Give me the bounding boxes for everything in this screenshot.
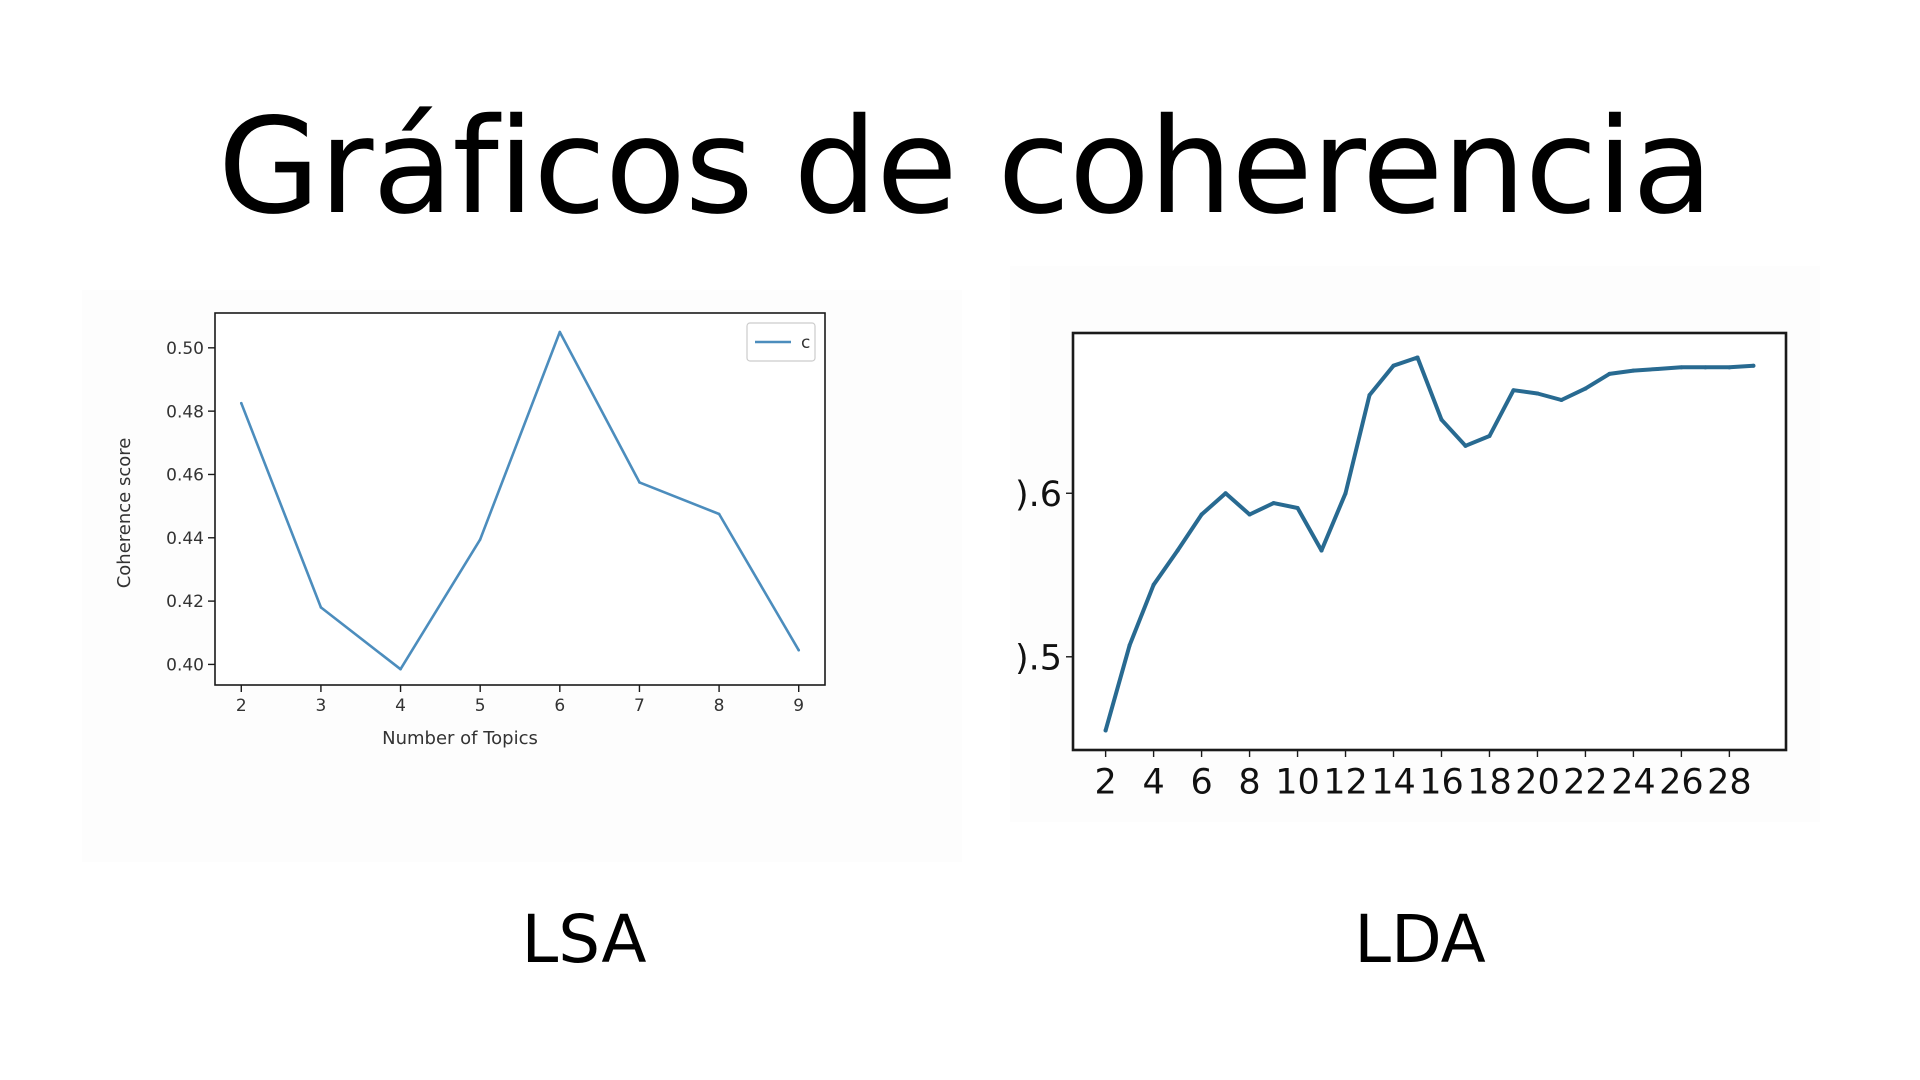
lsa-data-point (399, 667, 402, 671)
lsa-x-tick-label: 4 (395, 696, 406, 716)
lda-data-point (1151, 582, 1156, 587)
lda-x-tick-label: 16 (1419, 762, 1464, 802)
lsa-chart-panel: 0.40 0.42 0.44 0.46 0.48 0.50 2 3 4 5 6 7 8 9 Number o… (82, 290, 962, 862)
lda-data-point (1607, 371, 1612, 376)
slide-title: Gráficos de coherencia (217, 90, 1713, 244)
lda-data-point (1535, 391, 1540, 396)
lda-data-point (1415, 355, 1420, 360)
lsa-x-tick-label: 6 (554, 696, 565, 716)
lsa-x-tick-label: 3 (315, 696, 326, 716)
lda-x-tick-label: 8 (1238, 762, 1260, 802)
lsa-chart: 0.40 0.42 0.44 0.46 0.48 0.50 2 3 4 5 6 7 8 9 Number o… (114, 312, 826, 749)
lda-chart-panel: ).5).6 2 4 6 8 10 12 14 16 18 20 22 24 26 28 (1010, 266, 1820, 822)
lda-data-point (1223, 491, 1228, 496)
lda-data-point (1703, 365, 1708, 370)
lsa-data-point (638, 481, 641, 484)
lda-series-line (1103, 355, 1756, 733)
lda-data-point (1367, 393, 1372, 398)
lda-data-point (1463, 443, 1468, 448)
lda-x-tick-label: 24 (1611, 762, 1656, 802)
lda-x-tick-label: 6 (1190, 762, 1212, 802)
lda-x-tick-label: 14 (1371, 762, 1416, 802)
lsa-data-point (717, 512, 721, 516)
lda-data-point (1439, 417, 1444, 422)
lsa-x-tick-label: 2 (236, 696, 247, 716)
lda-x-tick-label: 4 (1142, 762, 1164, 802)
lda-x-tick-label: 18 (1467, 762, 1512, 802)
lsa-data-point (558, 330, 562, 334)
lda-data-point (1655, 366, 1660, 371)
lsa-y-tick-label: 0.46 (166, 466, 204, 486)
lsa-x-axis-label: Number of Topics (382, 728, 538, 749)
lsa-y-tick-label: 0.48 (166, 402, 204, 422)
lsa-data-point (319, 606, 323, 609)
lda-data-point (1295, 505, 1300, 510)
lsa-x-tick-label: 7 (634, 696, 645, 716)
lda-data-point (1583, 386, 1588, 391)
lda-data-point (1319, 548, 1324, 553)
lda-data-point (1679, 365, 1684, 370)
lsa-y-tick-label: 0.50 (166, 339, 204, 359)
lda-x-tick-label: 2 (1094, 762, 1116, 802)
lsa-x-tick-label: 8 (714, 696, 725, 716)
lsa-y-tick-label: 0.44 (166, 529, 204, 549)
lda-data-point (1511, 388, 1516, 393)
lda-data-point (1727, 365, 1732, 370)
lda-x-tick-label: 22 (1563, 762, 1608, 802)
lda-data-point (1751, 363, 1756, 368)
lda-caption: LDA (1354, 901, 1486, 978)
lsa-y-tick-label: 0.40 (166, 656, 204, 676)
lda-x-tick-label: 10 (1275, 762, 1320, 802)
lda-plot-frame (1071, 331, 1788, 752)
lda-data-point (1271, 501, 1276, 506)
lsa-data-point (478, 538, 482, 541)
lda-data-point (1343, 491, 1348, 496)
lsa-data-point (239, 401, 243, 405)
lda-x-tick-label: 20 (1515, 762, 1560, 802)
lda-data-point (1487, 434, 1492, 439)
lsa-legend-label: c (801, 333, 810, 353)
lda-data-point (1247, 512, 1252, 517)
lda-y-tick-label: ).5 (1015, 638, 1062, 678)
lda-data-point (1127, 643, 1132, 648)
lsa-y-axis-label: Coherence score (114, 438, 135, 589)
lsa-series-line (240, 330, 801, 671)
lda-data-point (1175, 548, 1180, 553)
lsa-x-tick-label: 5 (475, 696, 486, 716)
lda-data-point (1199, 512, 1204, 517)
lda-data-point (1391, 363, 1396, 368)
lda-data-point (1103, 728, 1108, 733)
lda-x-tick-label: 28 (1707, 762, 1752, 802)
lda-data-point (1559, 398, 1564, 403)
lda-chart: ).5).62 4 6 8 10 12 14 16 18 20 22 24 26 28 (1015, 331, 1788, 802)
lda-x-tick-label: 26 (1659, 762, 1704, 802)
lda-y-tick-label: ).6 (1015, 475, 1062, 515)
lsa-x-tick-label: 9 (793, 696, 804, 716)
lda-x-tick-label: 12 (1323, 762, 1368, 802)
lsa-y-tick-label: 0.42 (166, 592, 204, 612)
lsa-caption: LSA (521, 901, 647, 978)
lsa-data-point (797, 648, 801, 652)
lsa-plot-frame (214, 312, 826, 686)
lda-data-point (1631, 368, 1636, 373)
